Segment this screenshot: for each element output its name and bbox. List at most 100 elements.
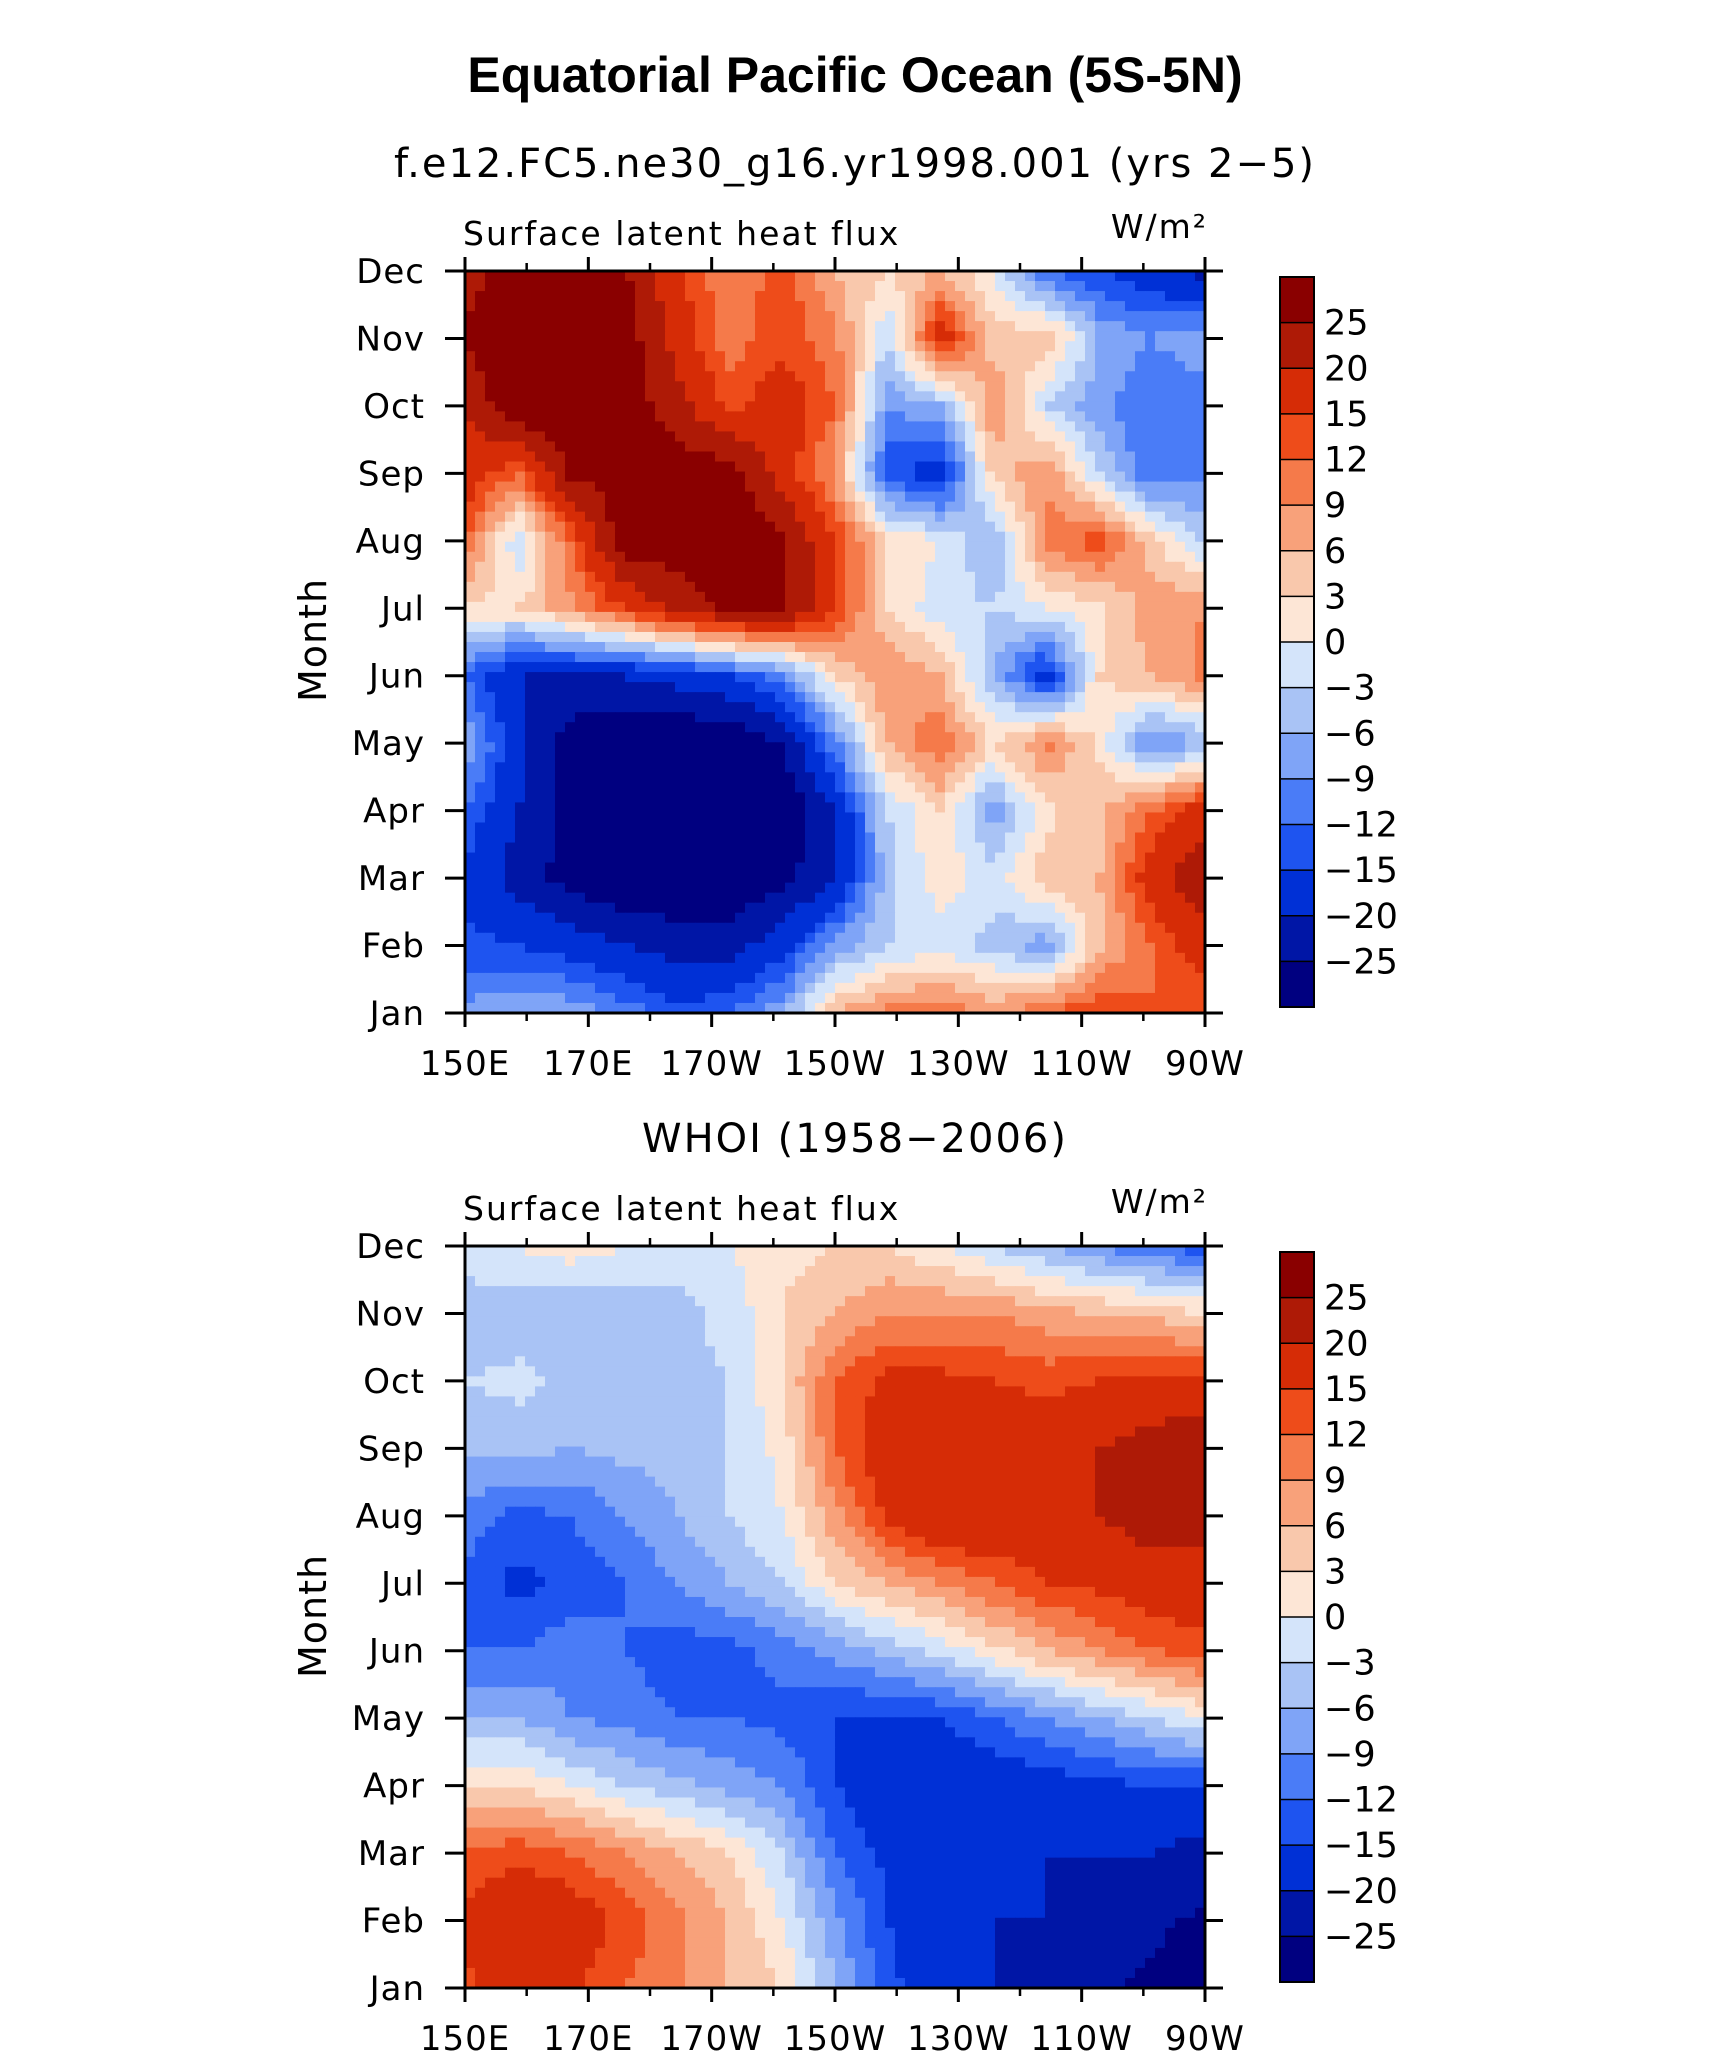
heatmap-cell <box>665 762 676 773</box>
heatmap-cell <box>965 451 976 463</box>
heatmap-cell <box>495 802 506 814</box>
heatmap-cell <box>715 662 726 673</box>
heatmap-cell <box>685 301 696 312</box>
heatmap-cell <box>915 291 926 302</box>
heatmap-cell <box>1115 501 1126 513</box>
heatmap-cell <box>1085 351 1096 362</box>
heatmap-cell <box>545 391 556 402</box>
heatmap-cell <box>1075 702 1086 713</box>
heatmap-cell <box>1025 792 1036 804</box>
heatmap-cell <box>465 842 476 854</box>
heatmap-cell <box>895 762 906 773</box>
heatmap-cell <box>1115 461 1126 473</box>
heatmap-cell <box>1075 531 1086 543</box>
heatmap-cell <box>1065 822 1076 834</box>
heatmap-cell <box>845 772 856 783</box>
heatmap-cell <box>755 822 766 834</box>
heatmap-cell <box>1115 381 1126 392</box>
heatmap-cell <box>1085 702 1096 713</box>
heatmap-cell <box>1175 702 1186 713</box>
heatmap-cell <box>935 611 946 623</box>
heatmap-cell <box>585 591 596 603</box>
heatmap-cell <box>475 722 486 733</box>
heatmap-cell <box>1085 772 1096 783</box>
heatmap-cell <box>965 652 976 663</box>
heatmap-cell <box>1135 501 1146 513</box>
heatmap-cell <box>485 892 496 904</box>
heatmap-cell <box>1095 742 1106 753</box>
heatmap-cell <box>1145 401 1156 412</box>
heatmap-cell <box>745 762 756 773</box>
heatmap-cell <box>965 491 976 503</box>
heatmap-cell <box>705 371 716 382</box>
heatmap-cell <box>995 391 1006 402</box>
heatmap-cell <box>745 922 756 934</box>
heatmap-cell <box>1005 501 1016 513</box>
heatmap-cell <box>1075 842 1086 854</box>
heatmap-cell <box>1115 491 1126 503</box>
heatmap-cell <box>905 782 916 794</box>
heatmap-cell <box>1175 471 1186 483</box>
heatmap-cell <box>735 792 746 804</box>
heatmap-cell <box>855 381 866 392</box>
heatmap-cell <box>955 591 966 603</box>
heatmap-cell <box>1155 321 1166 332</box>
heatmap-cell <box>1165 872 1176 884</box>
heatmap-cell <box>905 712 916 723</box>
heatmap-cell <box>1125 842 1136 854</box>
heatmap-cell <box>495 441 506 453</box>
heatmap-cell <box>635 792 646 804</box>
heatmap-cell <box>735 682 746 693</box>
heatmap-cell <box>985 371 996 382</box>
heatmap-cell <box>1155 291 1166 302</box>
heatmap-cell <box>815 341 826 352</box>
heatmap-cell <box>485 872 496 884</box>
heatmap-cell <box>545 611 556 623</box>
heatmap-cell <box>1095 501 1106 513</box>
heatmap-cell <box>935 912 946 924</box>
heatmap-cell <box>985 752 996 763</box>
heatmap-cell <box>695 682 706 693</box>
heatmap-cell <box>775 401 786 412</box>
heatmap-cell <box>835 672 846 683</box>
heatmap-cell <box>1075 391 1086 402</box>
heatmap-cell <box>1175 662 1186 673</box>
heatmap-cell <box>485 631 496 643</box>
heatmap-cell <box>535 922 546 934</box>
heatmap-cell <box>905 591 916 603</box>
heatmap-cell <box>925 752 936 763</box>
heatmap-cell <box>625 501 636 513</box>
heatmap-cell <box>565 682 576 693</box>
heatmap-cell <box>955 381 966 392</box>
heatmap-cell <box>615 862 626 874</box>
heatmap-cell <box>765 401 776 412</box>
heatmap-cell <box>755 431 766 443</box>
heatmap-cell <box>755 942 766 954</box>
heatmap-cell <box>745 421 756 433</box>
heatmap-cell <box>965 762 976 773</box>
heatmap-cell <box>555 631 566 643</box>
heatmap-cell <box>725 441 736 453</box>
heatmap-cell <box>885 411 896 423</box>
heatmap-cell <box>1195 672 1205 683</box>
heatmap-cell <box>1115 431 1126 443</box>
heatmap-cell <box>465 792 476 804</box>
heatmap-cell <box>1015 361 1026 372</box>
heatmap-cell <box>815 561 826 573</box>
heatmap-cell <box>555 892 566 904</box>
heatmap-cell <box>825 742 836 753</box>
heatmap-cell <box>475 832 486 844</box>
heatmap-cell <box>775 872 786 884</box>
heatmap-cell <box>1075 501 1086 513</box>
heatmap-cell <box>725 742 736 753</box>
heatmap-cell <box>1015 762 1026 773</box>
heatmap-cell <box>1185 621 1196 633</box>
heatmap-cell <box>1145 291 1156 302</box>
heatmap-cell <box>745 341 756 352</box>
heatmap-cell <box>1165 892 1176 904</box>
heatmap-cell <box>725 361 736 372</box>
heatmap-cell <box>895 732 906 743</box>
heatmap-cell <box>725 842 736 854</box>
heatmap-cell <box>705 431 716 443</box>
heatmap-cell <box>805 672 816 683</box>
